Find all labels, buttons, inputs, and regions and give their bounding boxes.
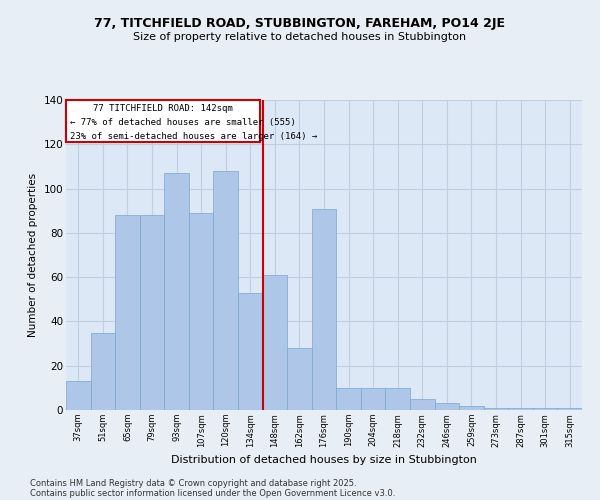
Bar xyxy=(189,213,214,410)
Bar xyxy=(336,388,361,410)
Text: 23% of semi-detached houses are larger (164) →: 23% of semi-detached houses are larger (… xyxy=(70,132,317,141)
Bar xyxy=(484,408,508,410)
Bar xyxy=(312,208,336,410)
Bar xyxy=(410,399,434,410)
Bar xyxy=(533,408,557,410)
Bar xyxy=(91,332,115,410)
Bar xyxy=(66,381,91,410)
Bar xyxy=(557,408,582,410)
Text: Contains public sector information licensed under the Open Government Licence v3: Contains public sector information licen… xyxy=(30,488,395,498)
Bar xyxy=(263,275,287,410)
Text: Contains HM Land Registry data © Crown copyright and database right 2025.: Contains HM Land Registry data © Crown c… xyxy=(30,478,356,488)
Text: 77 TITCHFIELD ROAD: 142sqm: 77 TITCHFIELD ROAD: 142sqm xyxy=(93,104,233,114)
Y-axis label: Number of detached properties: Number of detached properties xyxy=(28,173,38,337)
FancyBboxPatch shape xyxy=(66,100,260,142)
Bar xyxy=(508,408,533,410)
Bar xyxy=(434,404,459,410)
Bar xyxy=(361,388,385,410)
X-axis label: Distribution of detached houses by size in Stubbington: Distribution of detached houses by size … xyxy=(171,455,477,465)
Bar xyxy=(140,215,164,410)
Text: Size of property relative to detached houses in Stubbington: Size of property relative to detached ho… xyxy=(133,32,467,42)
Bar xyxy=(287,348,312,410)
Bar xyxy=(164,173,189,410)
Bar xyxy=(115,215,140,410)
Bar xyxy=(459,406,484,410)
Bar xyxy=(238,292,263,410)
Text: 77, TITCHFIELD ROAD, STUBBINGTON, FAREHAM, PO14 2JE: 77, TITCHFIELD ROAD, STUBBINGTON, FAREHA… xyxy=(95,18,505,30)
Bar xyxy=(385,388,410,410)
Bar xyxy=(214,171,238,410)
Text: ← 77% of detached houses are smaller (555): ← 77% of detached houses are smaller (55… xyxy=(70,118,295,126)
